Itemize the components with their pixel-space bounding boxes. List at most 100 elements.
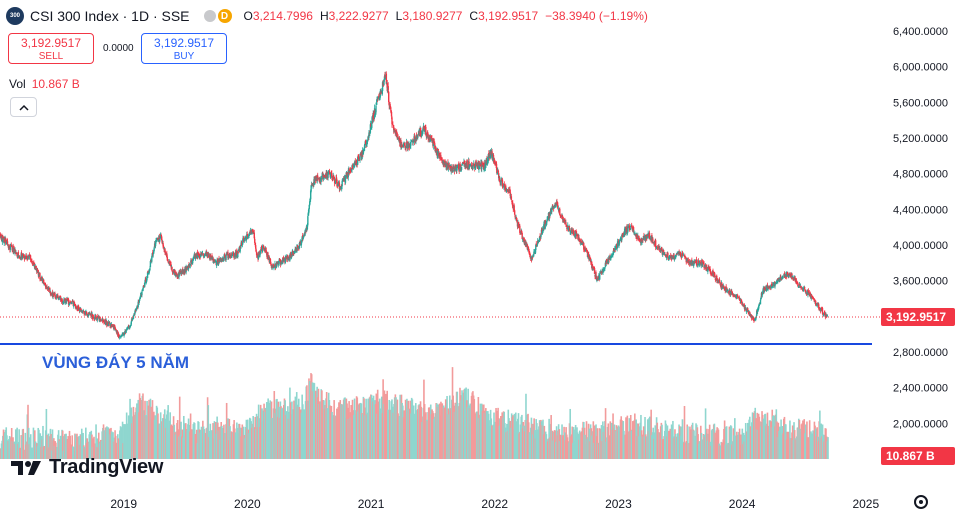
candle-body [86, 312, 88, 316]
time-axis[interactable]: 2019 2020 2021 2022 2023 2024 2025 [110, 497, 879, 511]
open-label: O [243, 9, 253, 23]
tradingview-logo[interactable]: TradingView [11, 456, 163, 479]
candle-body [42, 282, 44, 283]
candle-body [63, 299, 65, 304]
candle-body [25, 255, 28, 259]
candle-body [799, 283, 801, 286]
candle-body [459, 163, 461, 170]
candle-body [454, 168, 456, 171]
candle-body [707, 266, 710, 270]
candle-body [8, 245, 11, 248]
candle-body [43, 282, 45, 285]
candle-body [131, 319, 134, 321]
candle-body [538, 236, 541, 242]
candle-body [585, 248, 588, 251]
candle-body [350, 169, 353, 171]
candle-body [164, 252, 167, 254]
candle-body [509, 189, 511, 194]
volume-bar [18, 429, 20, 459]
candle-body [573, 234, 575, 236]
candle-body [673, 257, 676, 260]
candle-body [633, 233, 636, 235]
candle-body [130, 319, 133, 323]
candle-body [30, 258, 32, 260]
candle-body [178, 271, 181, 275]
candle-body [519, 225, 521, 233]
candle-body [498, 178, 501, 182]
candle-body [795, 278, 797, 284]
sell-button[interactable]: 3,192.9517 SELL [8, 33, 94, 64]
buy-button[interactable]: 3,192.9517 BUY [141, 33, 227, 64]
candle-body [512, 207, 514, 210]
candle-body [612, 254, 614, 256]
candle-body [213, 262, 215, 264]
volume-bar [225, 402, 228, 459]
candle-body [302, 236, 304, 239]
collapse-button[interactable] [10, 97, 37, 117]
x-tick-label: 2024 [729, 497, 756, 511]
candle-body [663, 252, 665, 255]
candle-body [54, 293, 56, 297]
candle-body [659, 248, 662, 251]
candle-body [543, 224, 545, 230]
settings-gear-icon[interactable] [914, 495, 928, 509]
candle-body [762, 290, 764, 294]
candle-body [643, 236, 646, 239]
candle-body [288, 255, 290, 259]
candle-body [545, 221, 548, 225]
y-tick-label: 2,400.0000 [893, 383, 948, 395]
candle-body [532, 254, 535, 257]
candle-body [225, 253, 227, 260]
candle-body [136, 307, 138, 309]
market-status-pill[interactable]: D [203, 9, 232, 23]
candle-body [317, 175, 319, 180]
candle-body [742, 303, 744, 305]
candle-body [771, 286, 773, 288]
candle-body [80, 309, 83, 312]
candle-body [351, 165, 354, 169]
candle-body [81, 312, 83, 313]
x-tick-label: 2021 [358, 497, 385, 511]
candle-body [787, 272, 789, 276]
candle-body [91, 314, 94, 319]
candle-body [265, 247, 267, 253]
candle-body [185, 267, 187, 273]
candle-body [597, 277, 600, 280]
candle-body [36, 268, 38, 272]
candle-body [804, 289, 806, 292]
candle-body [514, 218, 517, 219]
candle-body [102, 319, 104, 321]
candle-body [747, 311, 749, 313]
volume-bar [167, 405, 169, 459]
candle-body [199, 253, 202, 258]
candle-body [241, 241, 244, 245]
candle-body [505, 189, 508, 193]
candle-body [388, 101, 390, 106]
candle-body [237, 252, 239, 258]
candle-body [693, 263, 695, 266]
candle-body [571, 229, 573, 234]
candle-body [202, 253, 204, 255]
candle-body [411, 141, 413, 143]
candle-body [365, 143, 368, 146]
candle-body [764, 287, 766, 290]
symbol-title[interactable]: CSI 300 Index · 1D · SSE [30, 8, 190, 24]
candle-body [82, 309, 84, 311]
candle-body [776, 279, 778, 284]
candle-body [756, 308, 759, 313]
candle-body [403, 143, 406, 146]
chevron-up-icon [18, 104, 29, 111]
candle-body [386, 82, 388, 84]
candle-body [483, 169, 485, 171]
price-axis[interactable]: 6,400.0000 6,000.0000 5,600.0000 5,200.0000… [893, 26, 948, 466]
volume-bar [39, 433, 42, 459]
candle-body [28, 254, 31, 256]
candle-body [119, 336, 122, 338]
candle-body [127, 326, 130, 329]
candle-body [375, 102, 378, 105]
candle-body [396, 132, 398, 139]
candle-body [77, 305, 80, 310]
candle-body [227, 252, 229, 259]
candle-body [748, 310, 750, 312]
